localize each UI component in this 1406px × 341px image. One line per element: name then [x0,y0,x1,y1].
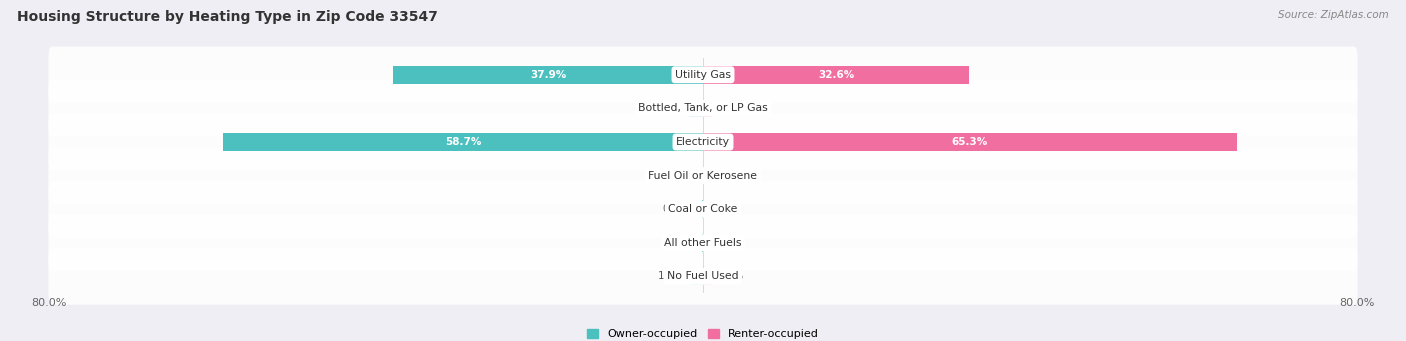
Text: 58.7%: 58.7% [444,137,481,147]
Text: 0.15%: 0.15% [662,238,695,248]
Text: Source: ZipAtlas.com: Source: ZipAtlas.com [1278,10,1389,20]
Bar [703,268,711,285]
FancyBboxPatch shape [48,214,1358,271]
Text: 32.6%: 32.6% [818,70,855,80]
Text: Housing Structure by Heating Type in Zip Code 33547: Housing Structure by Heating Type in Zip… [17,10,437,24]
Bar [224,133,703,151]
Text: 0.0%: 0.0% [710,238,735,248]
Text: 1.5%: 1.5% [658,271,685,281]
Text: All other Fuels: All other Fuels [664,238,742,248]
FancyBboxPatch shape [48,114,1358,170]
FancyBboxPatch shape [48,80,1358,137]
Text: 0.0%: 0.0% [710,204,735,214]
Text: 0.0%: 0.0% [671,170,696,181]
Bar [703,100,711,117]
Text: 65.3%: 65.3% [952,137,988,147]
Text: Utility Gas: Utility Gas [675,70,731,80]
Text: Electricity: Electricity [676,137,730,147]
Text: 1.7%: 1.7% [657,103,682,114]
Text: 0.0%: 0.0% [710,170,735,181]
FancyBboxPatch shape [48,46,1358,103]
Text: Fuel Oil or Kerosene: Fuel Oil or Kerosene [648,170,758,181]
Bar [703,66,969,84]
Bar [689,100,703,117]
Text: 0.09%: 0.09% [662,204,696,214]
Text: Coal or Coke: Coal or Coke [668,204,738,214]
FancyBboxPatch shape [48,181,1358,237]
FancyBboxPatch shape [48,147,1358,204]
Text: 1.1%: 1.1% [718,103,745,114]
Text: No Fuel Used: No Fuel Used [668,271,738,281]
Text: Bottled, Tank, or LP Gas: Bottled, Tank, or LP Gas [638,103,768,114]
Legend: Owner-occupied, Renter-occupied: Owner-occupied, Renter-occupied [586,329,820,340]
Bar [703,133,1237,151]
Bar [690,268,703,285]
Text: 1.0%: 1.0% [717,271,744,281]
Text: 37.9%: 37.9% [530,70,567,80]
FancyBboxPatch shape [48,248,1358,305]
Bar [394,66,703,84]
